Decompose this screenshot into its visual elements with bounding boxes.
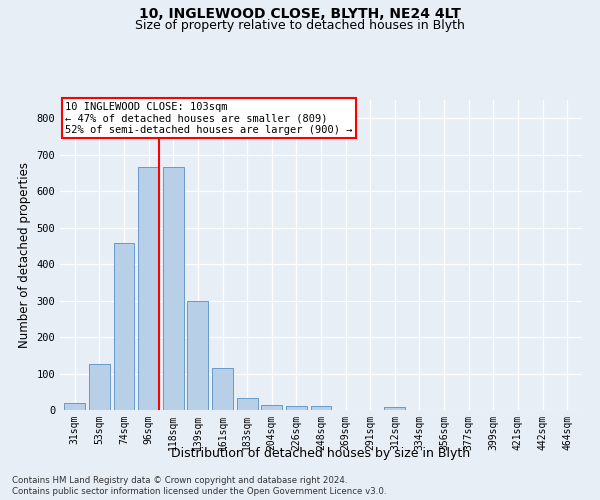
Bar <box>385 407 406 410</box>
Bar <box>212 368 233 410</box>
Y-axis label: Number of detached properties: Number of detached properties <box>18 162 31 348</box>
Bar <box>113 243 134 410</box>
Bar <box>89 364 110 410</box>
Text: 10 INGLEWOOD CLOSE: 103sqm
← 47% of detached houses are smaller (809)
52% of sem: 10 INGLEWOOD CLOSE: 103sqm ← 47% of deta… <box>65 102 353 134</box>
Text: Contains HM Land Registry data © Crown copyright and database right 2024.: Contains HM Land Registry data © Crown c… <box>12 476 347 485</box>
Bar <box>64 404 85 410</box>
Text: Contains public sector information licensed under the Open Government Licence v3: Contains public sector information licen… <box>12 488 386 496</box>
Bar <box>236 398 257 410</box>
Bar <box>311 406 331 410</box>
Text: Size of property relative to detached houses in Blyth: Size of property relative to detached ho… <box>135 18 465 32</box>
Text: 10, INGLEWOOD CLOSE, BLYTH, NE24 4LT: 10, INGLEWOOD CLOSE, BLYTH, NE24 4LT <box>139 8 461 22</box>
Bar <box>261 405 282 410</box>
Text: Distribution of detached houses by size in Blyth: Distribution of detached houses by size … <box>172 448 470 460</box>
Bar <box>286 406 307 410</box>
Bar <box>138 168 159 410</box>
Bar <box>187 300 208 410</box>
Bar <box>163 168 184 410</box>
